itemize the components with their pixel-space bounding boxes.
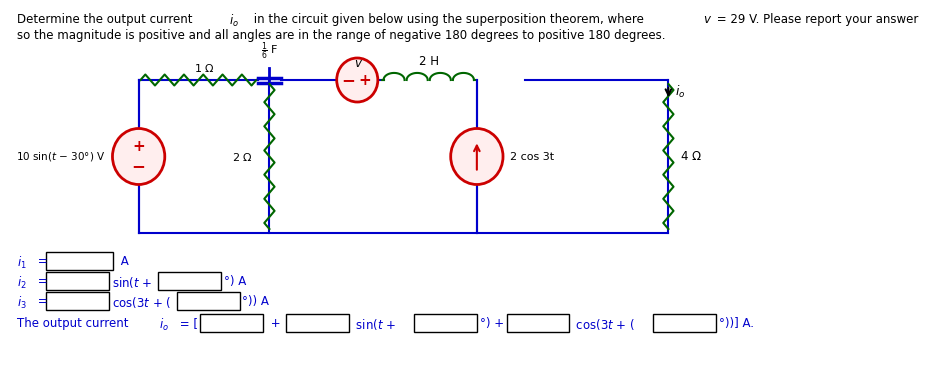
FancyBboxPatch shape — [506, 314, 569, 332]
Text: cos(3$t$ + (: cos(3$t$ + ( — [111, 295, 171, 310]
Text: $i_2$: $i_2$ — [17, 275, 27, 291]
Text: cos(3$t$ + (: cos(3$t$ + ( — [572, 317, 636, 332]
Text: °))] A.: °))] A. — [719, 317, 754, 330]
Text: =: = — [34, 295, 51, 308]
Text: 2 $\Omega$: 2 $\Omega$ — [232, 151, 253, 162]
Text: °) +: °) + — [480, 317, 507, 330]
Text: The output current: The output current — [17, 317, 132, 330]
Text: −: − — [132, 157, 145, 176]
Text: =: = — [34, 275, 51, 288]
Text: v: v — [353, 57, 361, 70]
Circle shape — [336, 58, 378, 102]
Text: = 29 V. Please report your answer: = 29 V. Please report your answer — [713, 13, 919, 26]
Text: sin($t$ +: sin($t$ + — [352, 317, 397, 332]
FancyBboxPatch shape — [286, 314, 349, 332]
Circle shape — [112, 129, 164, 184]
Text: sin($t$ +: sin($t$ + — [111, 275, 153, 290]
Text: −: − — [341, 71, 355, 89]
Text: +: + — [358, 72, 371, 87]
Text: $\frac{1}{6}$ F: $\frac{1}{6}$ F — [260, 40, 278, 62]
Text: A: A — [117, 255, 129, 268]
Text: 1 $\Omega$: 1 $\Omega$ — [194, 62, 215, 74]
Text: in the circuit given below using the superposition theorem, where: in the circuit given below using the sup… — [250, 13, 648, 26]
Text: 4 $\Omega$: 4 $\Omega$ — [679, 150, 701, 163]
FancyBboxPatch shape — [47, 252, 113, 270]
FancyBboxPatch shape — [159, 272, 220, 290]
Text: °) A: °) A — [223, 275, 246, 288]
Text: $i_o$: $i_o$ — [674, 84, 685, 100]
FancyBboxPatch shape — [47, 272, 108, 290]
FancyBboxPatch shape — [47, 292, 108, 310]
Text: °)) A: °)) A — [242, 295, 269, 308]
Text: 2 cos 3t: 2 cos 3t — [509, 152, 554, 161]
FancyBboxPatch shape — [177, 292, 239, 310]
Text: =: = — [34, 255, 51, 268]
FancyBboxPatch shape — [654, 314, 716, 332]
Text: $i_o$: $i_o$ — [229, 13, 239, 29]
Text: 10 sin($t$ − 30°) V: 10 sin($t$ − 30°) V — [16, 150, 106, 163]
Text: $i_3$: $i_3$ — [17, 295, 27, 311]
Text: 2 H: 2 H — [419, 55, 439, 68]
Text: $v$: $v$ — [703, 13, 712, 26]
Text: Determine the output current: Determine the output current — [17, 13, 197, 26]
Text: +: + — [132, 139, 145, 154]
Text: +: + — [267, 317, 284, 330]
Text: $i_o$: $i_o$ — [160, 317, 169, 333]
Circle shape — [450, 129, 503, 184]
Text: so the magnitude is positive and all angles are in the range of negative 180 deg: so the magnitude is positive and all ang… — [17, 29, 666, 42]
FancyBboxPatch shape — [414, 314, 477, 332]
Text: $i_1$: $i_1$ — [17, 255, 27, 271]
FancyBboxPatch shape — [200, 314, 263, 332]
Text: = [: = [ — [176, 317, 198, 330]
